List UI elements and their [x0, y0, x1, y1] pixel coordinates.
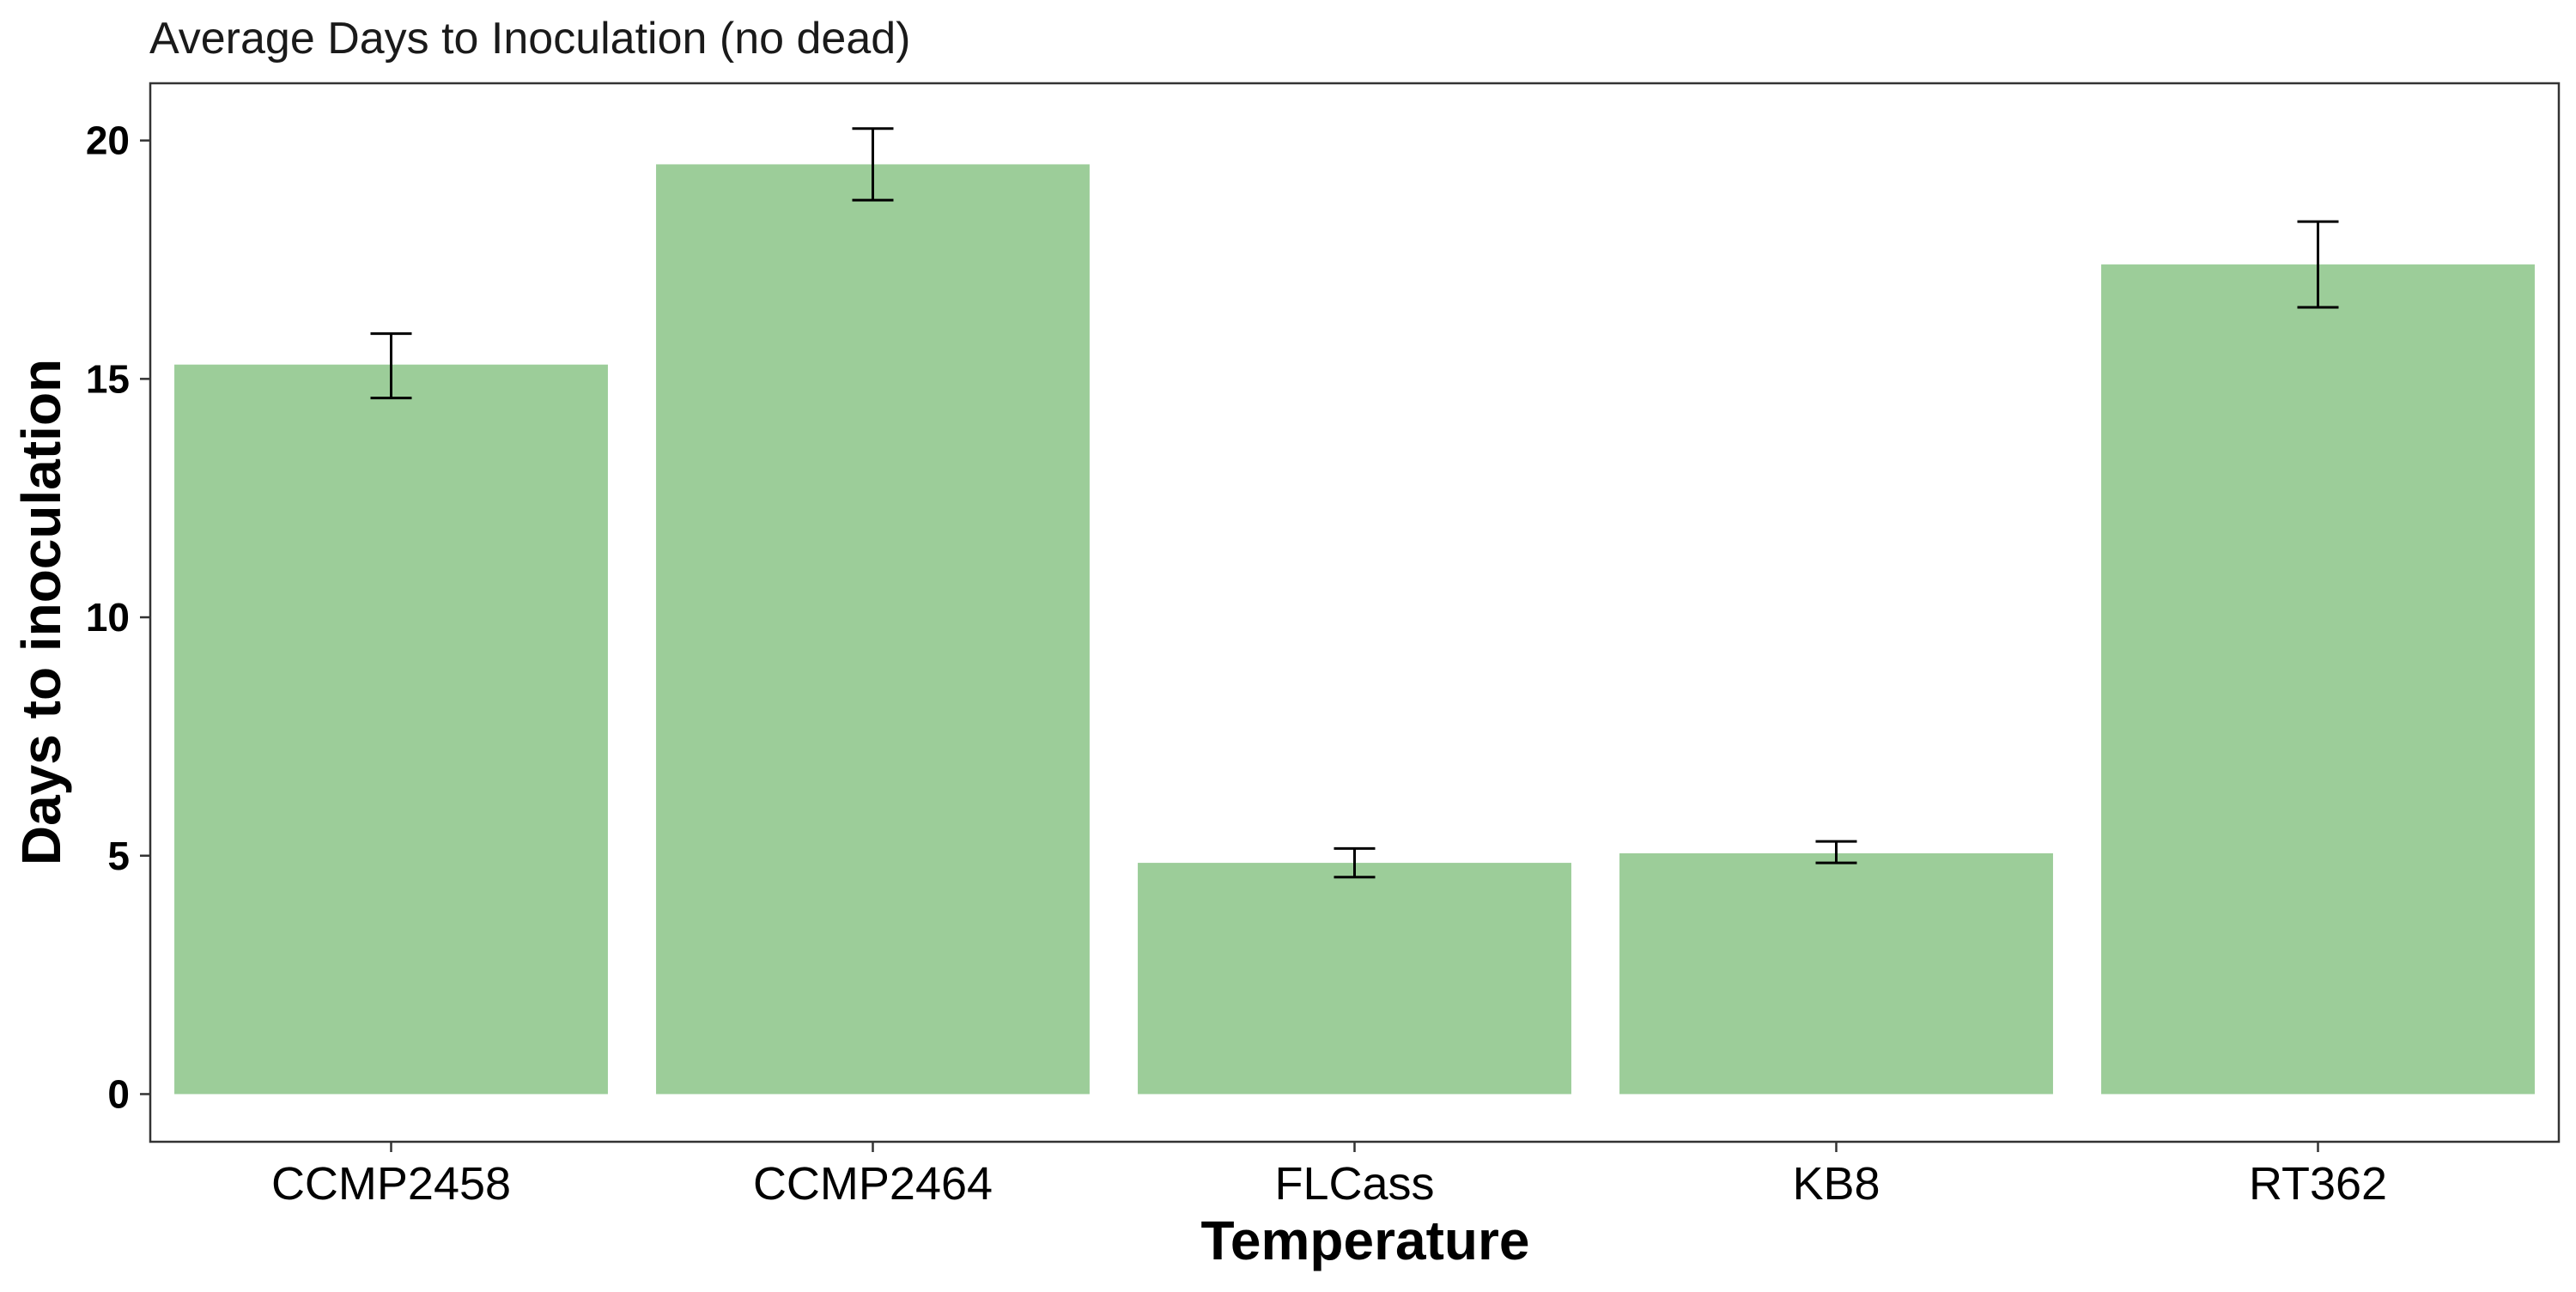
error-bars-layer	[370, 127, 2339, 879]
y-tick-label: 5	[107, 834, 130, 878]
bar	[1619, 852, 2053, 1095]
x-tick-label: KB8	[1792, 1158, 1880, 1210]
x-tick-label: CCMP2458	[271, 1158, 511, 1210]
x-tick-label: CCMP2464	[753, 1158, 993, 1210]
y-tick-label: 15	[86, 356, 130, 401]
x-axis-title: Temperature	[1201, 1210, 1530, 1271]
y-tick-label: 0	[107, 1071, 130, 1116]
y-axis: 0 5 10 15 20	[86, 118, 150, 1116]
chart-title: Average Days to Inoculation (no dead)	[149, 14, 911, 64]
bar	[2101, 264, 2535, 1095]
x-axis: CCMP2458 CCMP2464 FLCass KB8 RT362	[271, 1142, 2387, 1210]
bar	[1138, 863, 1571, 1095]
bar	[656, 164, 1090, 1095]
y-tick-label: 10	[86, 595, 130, 640]
x-tick-label: FLCass	[1274, 1158, 1434, 1210]
bars-layer	[174, 164, 2535, 1095]
y-axis-title: Days to inoculation	[10, 359, 72, 865]
bar	[174, 364, 608, 1095]
y-tick-label: 20	[86, 118, 130, 163]
x-tick-label: RT362	[2249, 1158, 2387, 1210]
